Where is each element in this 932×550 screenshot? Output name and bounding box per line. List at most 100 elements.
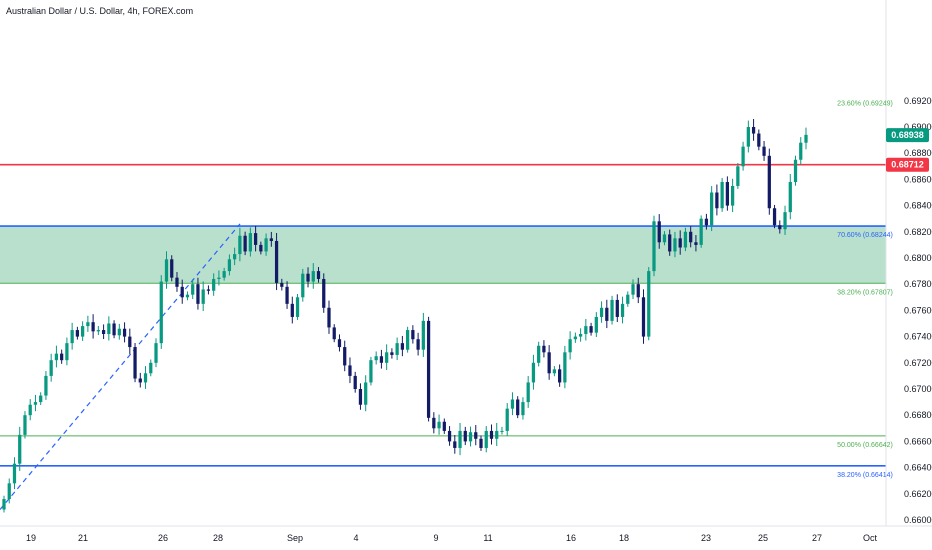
candle[interactable] (18, 434, 22, 464)
candle[interactable] (432, 417, 436, 429)
candle[interactable] (447, 430, 452, 442)
candle[interactable] (578, 333, 583, 337)
candle[interactable] (668, 234, 672, 252)
candle[interactable] (799, 142, 803, 160)
candle[interactable] (678, 238, 682, 248)
candle[interactable] (164, 259, 169, 282)
candle[interactable] (196, 284, 200, 304)
candle[interactable] (175, 277, 179, 287)
candle[interactable] (12, 463, 17, 484)
candle[interactable] (96, 330, 100, 332)
candle[interactable] (374, 356, 378, 361)
candle[interactable] (233, 254, 237, 260)
candle[interactable] (636, 284, 640, 298)
candle[interactable] (631, 284, 635, 295)
candle[interactable] (710, 192, 714, 226)
candle[interactable] (7, 483, 11, 500)
candle[interactable] (589, 326, 593, 333)
candle[interactable] (28, 404, 32, 416)
candle[interactable] (274, 240, 279, 283)
candle[interactable] (468, 432, 473, 442)
candle[interactable] (641, 297, 646, 337)
candle[interactable] (757, 133, 761, 147)
candle[interactable] (531, 362, 536, 383)
candle[interactable] (437, 421, 441, 429)
candle[interactable] (411, 330, 415, 340)
candle[interactable] (500, 430, 504, 432)
candle[interactable] (23, 415, 27, 435)
candle[interactable] (657, 221, 661, 243)
candle[interactable] (122, 328, 127, 337)
candle[interactable] (227, 259, 232, 272)
candle[interactable] (730, 185, 735, 206)
candle[interactable] (206, 289, 211, 291)
candle[interactable] (201, 289, 205, 304)
candle[interactable] (2, 499, 6, 510)
candle[interactable] (568, 339, 572, 353)
candle[interactable] (348, 365, 352, 376)
candle[interactable] (458, 430, 462, 448)
candle[interactable] (107, 323, 111, 334)
candle[interactable] (699, 218, 703, 245)
candle[interactable] (86, 322, 90, 327)
candle[interactable] (453, 441, 457, 448)
candle[interactable] (112, 323, 116, 336)
candle[interactable] (804, 134, 808, 143)
candle[interactable] (44, 375, 48, 396)
candle[interactable] (542, 345, 546, 353)
candle[interactable] (421, 320, 425, 350)
candle[interactable] (316, 271, 321, 279)
candle[interactable] (311, 271, 315, 282)
candle[interactable] (594, 316, 598, 333)
candle[interactable] (762, 146, 766, 156)
candle[interactable] (736, 166, 740, 186)
candle[interactable] (610, 299, 614, 321)
candle[interactable] (49, 360, 53, 376)
candle[interactable] (91, 322, 95, 332)
candle[interactable] (599, 307, 604, 317)
candle[interactable] (704, 218, 709, 226)
candle[interactable] (505, 408, 509, 431)
candle[interactable] (143, 373, 148, 383)
candle[interactable] (154, 343, 158, 363)
candle[interactable] (238, 235, 242, 255)
candle[interactable] (573, 336, 577, 340)
support-zone[interactable] (0, 226, 886, 284)
candle[interactable] (369, 360, 373, 383)
candle[interactable] (767, 155, 771, 209)
candle[interactable] (133, 347, 137, 379)
candle[interactable] (253, 233, 258, 245)
candle[interactable] (788, 182, 792, 213)
candle[interactable] (725, 182, 729, 206)
candle[interactable] (222, 271, 226, 278)
candle[interactable] (343, 347, 347, 366)
candle[interactable] (783, 212, 787, 230)
candle[interactable] (212, 278, 216, 291)
candle[interactable] (285, 286, 289, 304)
candle[interactable] (537, 345, 541, 363)
candle[interactable] (416, 339, 420, 350)
candle[interactable] (180, 286, 184, 298)
candle[interactable] (772, 208, 777, 226)
candle[interactable] (694, 242, 698, 245)
candle[interactable] (390, 352, 394, 355)
candle[interactable] (191, 284, 195, 295)
candle[interactable] (185, 294, 190, 298)
candle[interactable] (65, 343, 69, 361)
candle[interactable] (405, 330, 410, 350)
candle[interactable] (138, 378, 142, 383)
candle[interactable] (442, 421, 446, 431)
candle[interactable] (290, 303, 294, 317)
candle[interactable] (322, 278, 326, 308)
candle[interactable] (547, 352, 551, 374)
candle[interactable] (306, 273, 310, 282)
candle[interactable] (337, 339, 342, 348)
candle[interactable] (778, 225, 782, 230)
candle[interactable] (332, 327, 336, 340)
candle[interactable] (521, 402, 525, 416)
candle[interactable] (683, 231, 688, 248)
candle[interactable] (128, 336, 132, 348)
candle[interactable] (81, 326, 85, 337)
candle[interactable] (720, 182, 724, 209)
candle[interactable] (746, 127, 750, 147)
